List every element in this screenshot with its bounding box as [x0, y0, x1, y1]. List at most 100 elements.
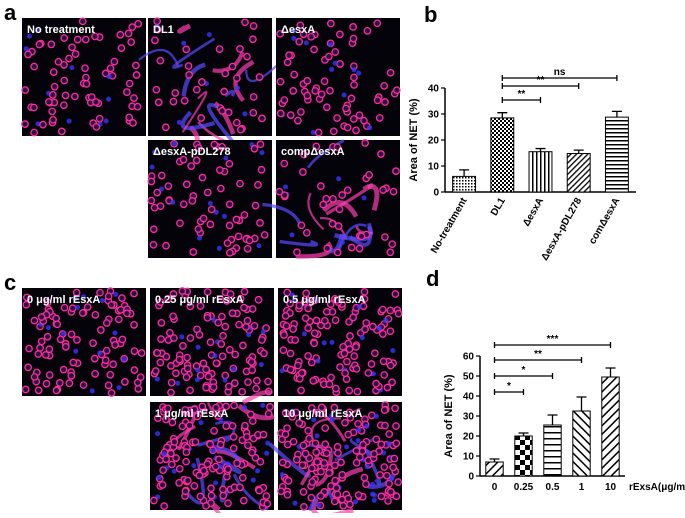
cell — [276, 77, 285, 86]
cell — [192, 156, 201, 165]
cell — [164, 182, 173, 191]
cell — [297, 386, 305, 395]
image-caption: ΔesxA — [281, 24, 315, 36]
cell — [241, 18, 249, 27]
cell — [147, 177, 156, 186]
nucleus — [223, 155, 229, 161]
cell — [304, 324, 313, 332]
cell — [304, 304, 313, 313]
cell — [137, 349, 146, 357]
cell — [30, 128, 39, 137]
net-fiber — [223, 89, 236, 98]
cell — [206, 220, 215, 229]
cell — [210, 140, 219, 149]
nucleus — [216, 245, 222, 251]
nucleus — [231, 367, 237, 373]
error-bar — [605, 367, 616, 377]
cell — [30, 103, 38, 112]
cell — [361, 139, 369, 147]
cell — [130, 289, 138, 298]
nucleus — [161, 451, 167, 457]
cell — [320, 77, 329, 86]
nucleus — [279, 472, 285, 478]
cell — [275, 187, 284, 196]
cell — [239, 496, 248, 505]
cell — [50, 82, 59, 91]
cell — [342, 104, 350, 113]
x-tick-label: comΔesxA — [587, 196, 622, 246]
cell — [117, 44, 126, 52]
cell — [244, 441, 252, 450]
cell — [239, 341, 247, 350]
cell — [352, 458, 361, 467]
panel-label: d — [426, 266, 439, 291]
cell — [167, 388, 175, 397]
cell — [310, 329, 319, 338]
cell — [373, 96, 382, 105]
cell — [162, 241, 170, 250]
cell — [263, 499, 272, 508]
cell — [232, 215, 241, 224]
cell — [336, 60, 344, 68]
cell — [206, 440, 215, 449]
cell — [167, 378, 176, 387]
nucleus — [315, 358, 321, 364]
cell — [354, 491, 363, 499]
cell — [225, 382, 233, 391]
cell — [149, 240, 158, 249]
y-tick-label: 0 — [433, 188, 439, 199]
error-bar — [611, 110, 622, 118]
cell — [328, 219, 337, 228]
nucleus — [152, 149, 158, 155]
cell — [219, 485, 227, 494]
cell — [199, 214, 208, 223]
y-tick-label: 30 — [428, 110, 440, 121]
cell — [169, 290, 178, 298]
cell — [215, 455, 223, 464]
cell — [380, 82, 388, 90]
cell — [244, 378, 252, 387]
cell — [333, 443, 342, 451]
cell — [223, 239, 232, 248]
cell — [164, 295, 172, 303]
cell — [207, 491, 216, 500]
nucleus — [198, 420, 204, 426]
net-fiber — [348, 222, 373, 247]
cell — [333, 114, 341, 122]
cell — [307, 404, 316, 412]
cell — [240, 211, 249, 219]
nucleus — [386, 441, 392, 447]
nucleus — [23, 46, 29, 52]
cell — [359, 440, 367, 449]
cell — [355, 111, 364, 120]
nucleus — [259, 150, 265, 156]
cell — [78, 309, 87, 317]
cell — [381, 421, 389, 430]
cell — [198, 173, 207, 182]
nucleus — [69, 65, 75, 71]
cell — [238, 473, 247, 482]
cell — [302, 289, 311, 298]
cell — [60, 60, 68, 69]
cell — [71, 92, 79, 101]
error-bar — [573, 149, 584, 154]
cell — [21, 385, 30, 394]
x-tick-label: 0.5 — [546, 482, 560, 493]
significance-label: *** — [547, 334, 559, 345]
cell — [59, 365, 68, 374]
nucleus — [255, 468, 261, 474]
cell — [220, 87, 229, 96]
y-axis-label: Area of NET (%) — [443, 374, 455, 457]
nucleus — [179, 334, 185, 340]
cell — [125, 113, 134, 122]
cell — [60, 34, 69, 42]
cell — [47, 40, 56, 49]
cell — [124, 29, 133, 38]
cell — [57, 127, 66, 136]
cell — [202, 365, 210, 374]
cell — [283, 490, 292, 499]
cell — [226, 290, 235, 298]
cell — [170, 334, 178, 342]
nucleus — [222, 377, 228, 383]
cell — [255, 73, 264, 81]
